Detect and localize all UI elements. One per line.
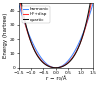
Line: quartic: quartic bbox=[19, 0, 93, 68]
Line: harmonic: harmonic bbox=[19, 3, 93, 68]
Line: HF+disp: HF+disp bbox=[19, 0, 93, 68]
HF+disp bbox=[54, 67, 55, 68]
harmonic bbox=[55, 67, 56, 68]
quartic bbox=[58, 67, 60, 68]
harmonic bbox=[18, 3, 19, 4]
quartic bbox=[62, 66, 64, 67]
quartic bbox=[55, 67, 56, 68]
Y-axis label: Energy (hartree): Energy (hartree) bbox=[4, 13, 8, 58]
HF+disp bbox=[62, 66, 64, 67]
HF+disp bbox=[91, 2, 92, 3]
harmonic bbox=[54, 67, 55, 68]
HF+disp bbox=[55, 67, 56, 68]
HF+disp bbox=[58, 67, 60, 68]
harmonic bbox=[53, 67, 55, 68]
harmonic bbox=[79, 41, 80, 42]
harmonic bbox=[62, 65, 64, 66]
quartic bbox=[53, 67, 55, 68]
HF+disp bbox=[79, 44, 80, 45]
quartic bbox=[54, 67, 55, 68]
harmonic bbox=[91, 8, 92, 10]
harmonic bbox=[58, 67, 60, 68]
X-axis label: r − r₀/Å: r − r₀/Å bbox=[46, 76, 66, 82]
quartic bbox=[79, 44, 80, 45]
HF+disp bbox=[53, 67, 55, 68]
harmonic bbox=[92, 3, 94, 4]
Legend: harmonic, HF+disp, quartic: harmonic, HF+disp, quartic bbox=[22, 6, 50, 23]
